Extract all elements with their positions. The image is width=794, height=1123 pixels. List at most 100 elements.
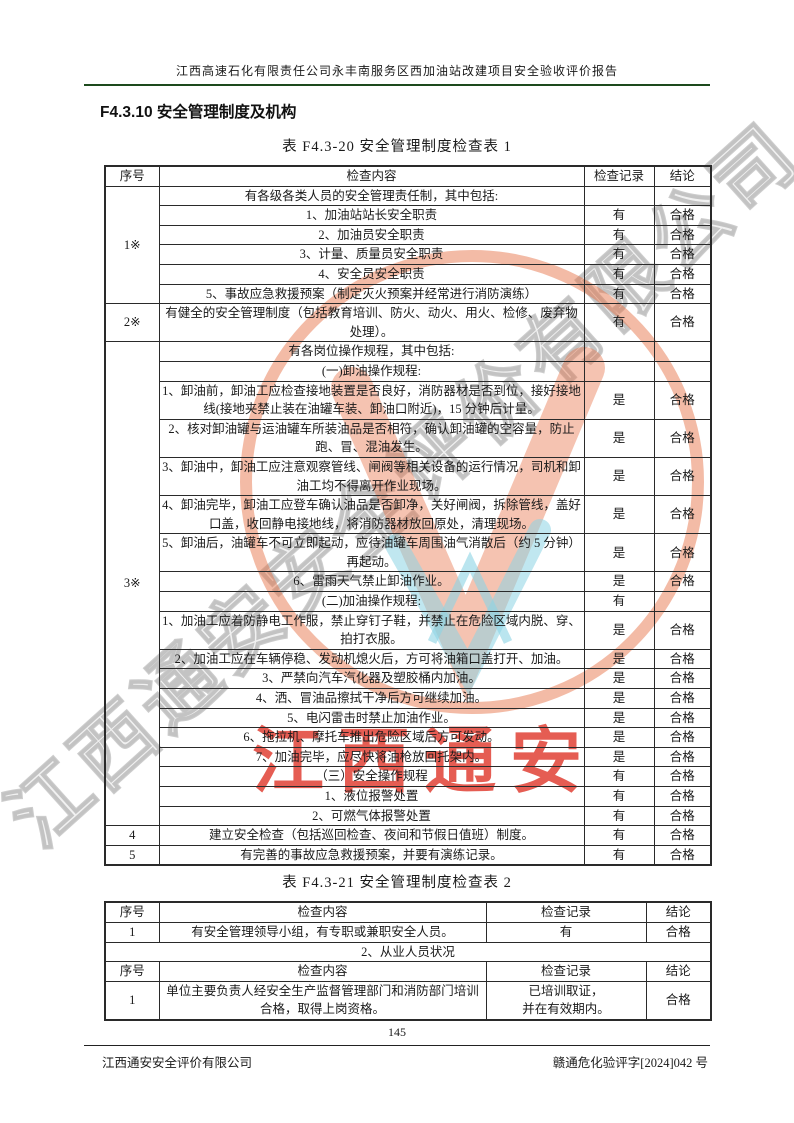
cell-check-content: 3、卸油中，卸油工应注意观察管线、闸阀等相关设备的运行情况，司机和卸油工均不得离… [158,456,585,497]
cell-check-content: (一)卸油操作规程: [158,360,585,382]
cell-check-record [583,360,655,382]
cell-conclusion: 合格 [645,921,712,943]
table1-caption: 表 F4.3-20 安全管理制度检查表 1 [282,139,512,155]
cell-conclusion [653,185,712,207]
table-row: 4、安全员安全职责有合格 [105,263,712,285]
cell-check-content: 3、严禁向汽车汽化器及塑胶桶内加油。 [158,668,585,690]
cell-conclusion: 合格 [653,205,712,226]
cell-check-record: 是 [583,495,655,535]
column-header: 检查记录 [485,961,647,982]
cell-check-record: 是 [583,668,655,690]
cell-serial-no: 2※ [104,303,160,343]
table-row: 4 建立安全检查（包括巡回检查、夜间和节假日值班）制度。有合格 [104,825,712,846]
cell-check-content: 有健全的安全管理制度（包括教育培训、防火、动火、用火、检修、废弃物处理）。 [158,303,585,343]
cell-check-content: 2、可燃气体报警处置 [158,805,585,827]
table2-caption: 表 F4.3-21 安全管理制度检查表 2 [282,875,512,892]
cell-check-content: 有各级各类人员的安全管理责任制，其中包括: [158,185,585,207]
table-row: 1 有安全管理领导小组，有专职或兼职安全人员。有合格 [104,921,712,943]
cell-check-content: 1、加油工应着防静电工作服，禁止穿钉子鞋，并禁止在危险区域内脱、穿、拍打衣服。 [158,610,585,650]
cell-check-record: 有 [583,766,655,787]
cell-conclusion [653,341,712,362]
table-row: 1、卸油前，卸油工应检查接地装置是否良好，消防器材是否到位，接好接地线(接地夹禁… [105,380,712,420]
footer-rule [84,1045,710,1046]
cell-check-record: 有 [583,825,655,846]
cell-check-record: 有 [583,303,655,343]
cell-conclusion: 合格 [653,825,712,846]
column-header: 结论 [653,165,712,187]
table-header-row: 序号 检查内容 检查记录 结论 [104,165,712,187]
cell-check-content: 5、事故应急救援预案（制定灭火预案并经常进行消防演练） [158,283,585,305]
table-row: 5、电闪雷击时禁止加油作业。是合格 [105,707,712,729]
cell-check-content: 有安全管理领导小组，有专职或兼职安全人员。 [158,921,487,943]
cell-conclusion: 合格 [653,648,712,670]
table-row: 4、洒、冒油品擦拭干净后方可继续加油。是合格 [105,688,712,709]
footer-company: 江西通安安全评价有限公司 [102,1056,253,1070]
cell-check-record: 是 [583,533,655,573]
cell-conclusion: 合格 [653,456,712,497]
cell-check-record: 是 [583,688,655,709]
cell-conclusion: 合格 [653,805,712,827]
cell-conclusion: 合格 [653,283,712,305]
cell-check-record: 有 [583,786,655,807]
cell-check-content: （三）安全操作规程 [158,766,585,787]
table-row: 6、雷雨天气禁止卸油作业。是合格 [105,571,712,593]
cell-conclusion: 合格 [653,418,712,458]
column-header: 结论 [645,961,712,982]
cell-check-record: 有 [583,224,655,246]
cell-check-record: 是 [583,418,655,458]
column-header: 检查内容 [158,901,487,923]
cell-check-content: 6、拖拉机、摩托车推出危险区域后方可发动。 [158,727,585,748]
cell-check-content: 1、液位报警处置 [158,786,585,807]
cell-check-record: 有 [583,844,655,866]
cell-check-record: 已培训取证， 并在有效期内。 [485,980,647,1021]
header-rule [84,84,710,86]
table-row: 2、核对卸油罐与运油罐车所装油品是否相符，确认卸油罐的空容量，防止跑、冒、混油发… [105,418,712,458]
table-row: 5、卸油后，油罐车不可立即起动，应待油罐车周围油气消散后（约 5 分钟）再起动。… [105,533,712,573]
footer-doc-number: 赣通危化验评字[2024]042 号 [552,1056,708,1070]
table-row: 3、严禁向汽车汽化器及塑胶桶内加油。是合格 [105,668,712,690]
table-row: （三）安全操作规程有合格 [105,766,712,787]
cell-check-record: 有 [485,921,647,943]
cell-check-record: 是 [583,456,655,497]
cell-conclusion: 合格 [653,244,712,265]
cell-conclusion: 合格 [653,688,712,709]
cell-check-record: 是 [583,610,655,650]
safety-check-table-1: 序号 检查内容 检查记录 结论 1※ 有各级各类人员的安全管理责任制，其中包括: 1、加油站… [104,165,712,867]
table-row: 1、加油站站长安全职责有合格 [105,205,712,226]
cell-conclusion: 合格 [653,610,712,650]
report-header-title: 江西高速石化有限责任公司永丰南服务区西加油站改建项目安全验收评价报告 [175,64,618,78]
cell-serial-no: 1※ [104,185,160,305]
cell-conclusion: 合格 [653,668,712,690]
table-row: 3※ 有各岗位操作规程，其中包括: [104,341,712,827]
cell-check-content: 2、加油员安全职责 [158,224,585,246]
cell-conclusion: 合格 [653,707,712,729]
table-row: (一)卸油操作规程: [105,360,712,382]
table-header-row: 序号 检查内容 检查记录 结论 [104,961,712,982]
page-footer: 145 江西通安安全评价有限公司 赣通危化验评字[2024]042 号 [0,1025,794,1071]
cell-check-content: 建立安全检查（包括巡回检查、夜间和节假日值班）制度。 [158,825,585,846]
table-row: 2、加油工应在车辆停稳、发动机熄火后，方可将油箱口盖打开、加油。是合格 [105,648,712,670]
cell-check-record [583,185,655,207]
section-heading: F4.3.10 安全管理制度及机构 [100,104,297,121]
table-row: 5、事故应急救援预案（制定灭火预案并经常进行消防演练）有合格 [105,283,712,305]
table-row: 1、加油工应着防静电工作服，禁止穿钉子鞋，并禁止在危险区域内脱、穿、拍打衣服。是… [105,610,712,650]
cell-check-content: 单位主要负责人经安全生产监督管理部门和消防部门培训合格，取得上岗资格。 [158,980,487,1021]
cell-check-record: 是 [583,648,655,670]
page-number: 145 [388,1025,406,1039]
cell-check-record: 有 [583,591,655,612]
cell-check-record: 有 [583,205,655,226]
table-row: 3、卸油中，卸油工应注意观察管线、闸阀等相关设备的运行情况，司机和卸油工均不得离… [105,456,712,497]
column-header: 检查内容 [158,165,585,187]
cell-section-span: 2、从业人员状况 [104,941,712,963]
cell-check-record: 是 [583,571,655,593]
cell-conclusion: 合格 [653,303,712,343]
column-header: 检查记录 [583,165,655,187]
cell-conclusion: 合格 [653,844,712,866]
cell-check-content: 2、加油工应在车辆停稳、发动机熄火后，方可将油箱口盖打开、加油。 [158,648,585,670]
cell-check-content: 4、安全员安全职责 [158,263,585,285]
cell-check-content: 4、卸油完毕，卸油工应登车确认油品是否卸净，关好闸阀，拆除管线，盖好口盖，收回静… [158,495,585,535]
table-row: 7、加油完毕，应尽快将油枪放回托架内。是合格 [105,746,712,768]
cell-check-content: 6、雷雨天气禁止卸油作业。 [158,571,585,593]
cell-check-record: 有 [583,805,655,827]
